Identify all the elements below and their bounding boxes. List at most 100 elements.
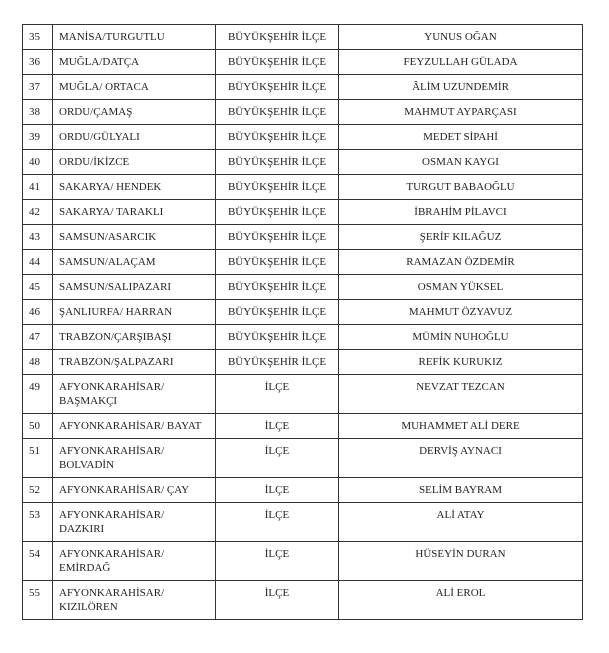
location-line-2: BAŞMAKÇI — [59, 395, 118, 407]
municipality-type: İLÇE — [215, 541, 339, 581]
location-cell: SAKARYA/ HENDEK — [52, 174, 216, 200]
candidate-name: HÜSEYİN DURAN — [338, 541, 583, 581]
candidate-name: ÂLİM UZUNDEMİR — [338, 74, 583, 100]
table-row: 45 SAMSUN/SALIPAZARI BÜYÜKŞEHİR İLÇE OSMAN … — [22, 274, 583, 300]
location-line: SAMSUN/ASARCIK — [59, 231, 157, 243]
location-line: ORDU/ÇAMAŞ — [59, 106, 133, 118]
candidate-name: RAMAZAN ÖZDEMİR — [338, 249, 583, 275]
location-line: MUĞLA/DATÇA — [59, 56, 140, 68]
municipality-type: BÜYÜKŞEHİR İLÇE — [215, 149, 339, 175]
table-row: 40 ORDU/İKİZCE BÜYÜKŞEHİR İLÇE OSMAN KAYGI — [22, 149, 583, 175]
municipality-type: BÜYÜKŞEHİR İLÇE — [215, 324, 339, 350]
row-number: 55 — [22, 580, 53, 620]
location-cell: AFYONKARAHİSAR/EMİRDAĞ — [52, 541, 216, 581]
candidate-name: MÜMİN NUHOĞLU — [338, 324, 583, 350]
municipality-type: BÜYÜKŞEHİR İLÇE — [215, 199, 339, 225]
table-row: 46 ŞANLIURFA/ HARRAN BÜYÜKŞEHİR İLÇE MAHMUT… — [22, 299, 583, 325]
location-line: MANİSA/TURGUTLU — [59, 31, 165, 43]
candidate-name: NEVZAT TEZCAN — [338, 374, 583, 414]
municipality-type: BÜYÜKŞEHİR İLÇE — [215, 224, 339, 250]
location-cell: ORDU/ÇAMAŞ — [52, 99, 216, 125]
location-cell: TRABZON/ŞALPAZARI — [52, 349, 216, 375]
location-line: ORDU/GÜLYALI — [59, 131, 140, 143]
candidate-name: MAHMUT ÖZYAVUZ — [338, 299, 583, 325]
municipality-type: İLÇE — [215, 438, 339, 478]
location-line: AFYONKARAHİSAR/ — [59, 509, 165, 521]
candidate-name: MAHMUT AYPARÇASI — [338, 99, 583, 125]
candidate-name: YUNUS OĞAN — [338, 24, 583, 50]
location-line: MUĞLA/ ORTACA — [59, 81, 149, 93]
table-row: 51 AFYONKARAHİSAR/BOLVADİN İLÇE DERVİŞ AYNA… — [22, 438, 583, 478]
location-cell: AFYONKARAHİSAR/ ÇAY — [52, 477, 216, 503]
municipality-type: BÜYÜKŞEHİR İLÇE — [215, 99, 339, 125]
row-number: 37 — [22, 74, 53, 100]
municipality-type: BÜYÜKŞEHİR İLÇE — [215, 74, 339, 100]
table-row: 36 MUĞLA/DATÇA BÜYÜKŞEHİR İLÇE FEYZULLAH GÜ… — [22, 49, 583, 75]
table-row: 49 AFYONKARAHİSAR/BAŞMAKÇI İLÇE NEVZAT TEZC… — [22, 374, 583, 414]
municipality-type: BÜYÜKŞEHİR İLÇE — [215, 274, 339, 300]
row-number: 39 — [22, 124, 53, 150]
candidates-table: 35 MANİSA/TURGUTLU BÜYÜKŞEHİR İLÇE YUNUS OĞ… — [22, 24, 583, 620]
candidate-name: İBRAHİM PİLAVCI — [338, 199, 583, 225]
location-line: AFYONKARAHİSAR/ — [59, 381, 165, 393]
table-row: 55 AFYONKARAHİSAR/KIZILÖREN İLÇE ALİ EROL — [22, 580, 583, 620]
location-cell: AFYONKARAHİSAR/KIZILÖREN — [52, 580, 216, 620]
row-number: 47 — [22, 324, 53, 350]
location-line: AFYONKARAHİSAR/ — [59, 587, 165, 599]
table-body: 35 MANİSA/TURGUTLU BÜYÜKŞEHİR İLÇE YUNUS OĞ… — [22, 24, 583, 620]
row-number: 48 — [22, 349, 53, 375]
location-cell: MUĞLA/DATÇA — [52, 49, 216, 75]
location-line: ORDU/İKİZCE — [59, 156, 130, 168]
candidate-name: DERVİŞ AYNACI — [338, 438, 583, 478]
municipality-type: BÜYÜKŞEHİR İLÇE — [215, 249, 339, 275]
location-cell: MUĞLA/ ORTACA — [52, 74, 216, 100]
municipality-type: İLÇE — [215, 477, 339, 503]
row-number: 52 — [22, 477, 53, 503]
location-line: AFYONKARAHİSAR/ BAYAT — [59, 420, 202, 432]
candidate-name: MUHAMMET ALİ DERE — [338, 413, 583, 439]
table-row: 54 AFYONKARAHİSAR/EMİRDAĞ İLÇE HÜSEYİN DURA… — [22, 541, 583, 581]
row-number: 40 — [22, 149, 53, 175]
location-line: AFYONKARAHİSAR/ — [59, 445, 165, 457]
row-number: 43 — [22, 224, 53, 250]
table-row: 53 AFYONKARAHİSAR/DAZKIRI İLÇE ALİ ATAY — [22, 502, 583, 542]
table-row: 44 SAMSUN/ALAÇAM BÜYÜKŞEHİR İLÇE RAMAZAN ÖZ… — [22, 249, 583, 275]
location-line-2: KIZILÖREN — [59, 601, 118, 613]
municipality-type: BÜYÜKŞEHİR İLÇE — [215, 349, 339, 375]
table-row: 52 AFYONKARAHİSAR/ ÇAY İLÇE SELİM BAYRAM — [22, 477, 583, 503]
row-number: 44 — [22, 249, 53, 275]
table-row: 43 SAMSUN/ASARCIK BÜYÜKŞEHİR İLÇE ŞERİF KIL… — [22, 224, 583, 250]
location-cell: SAKARYA/ TARAKLI — [52, 199, 216, 225]
table-row: 50 AFYONKARAHİSAR/ BAYAT İLÇE MUHAMMET ALİ … — [22, 413, 583, 439]
location-cell: AFYONKARAHİSAR/ BAYAT — [52, 413, 216, 439]
row-number: 53 — [22, 502, 53, 542]
row-number: 50 — [22, 413, 53, 439]
location-line-2: DAZKIRI — [59, 523, 105, 535]
row-number: 54 — [22, 541, 53, 581]
candidate-name: REFİK KURUKIZ — [338, 349, 583, 375]
municipality-type: İLÇE — [215, 413, 339, 439]
location-line-2: EMİRDAĞ — [59, 562, 111, 574]
location-line: AFYONKARAHİSAR/ ÇAY — [59, 484, 190, 496]
municipality-type: BÜYÜKŞEHİR İLÇE — [215, 174, 339, 200]
location-line: ŞANLIURFA/ HARRAN — [59, 306, 173, 318]
location-line: SAKARYA/ HENDEK — [59, 181, 162, 193]
row-number: 38 — [22, 99, 53, 125]
row-number: 36 — [22, 49, 53, 75]
municipality-type: İLÇE — [215, 502, 339, 542]
candidate-name: TURGUT BABAOĞLU — [338, 174, 583, 200]
candidate-name: OSMAN YÜKSEL — [338, 274, 583, 300]
candidate-name: OSMAN KAYGI — [338, 149, 583, 175]
location-line: SAMSUN/SALIPAZARI — [59, 281, 172, 293]
location-cell: ORDU/İKİZCE — [52, 149, 216, 175]
location-cell: SAMSUN/ALAÇAM — [52, 249, 216, 275]
location-line: TRABZON/ŞALPAZARI — [59, 356, 174, 368]
location-line: AFYONKARAHİSAR/ — [59, 548, 165, 560]
row-number: 42 — [22, 199, 53, 225]
table-row: 37 MUĞLA/ ORTACA BÜYÜKŞEHİR İLÇE ÂLİM UZUND… — [22, 74, 583, 100]
row-number: 41 — [22, 174, 53, 200]
row-number: 51 — [22, 438, 53, 478]
table-row: 35 MANİSA/TURGUTLU BÜYÜKŞEHİR İLÇE YUNUS OĞ… — [22, 24, 583, 50]
candidate-name: ALİ EROL — [338, 580, 583, 620]
location-cell: ŞANLIURFA/ HARRAN — [52, 299, 216, 325]
